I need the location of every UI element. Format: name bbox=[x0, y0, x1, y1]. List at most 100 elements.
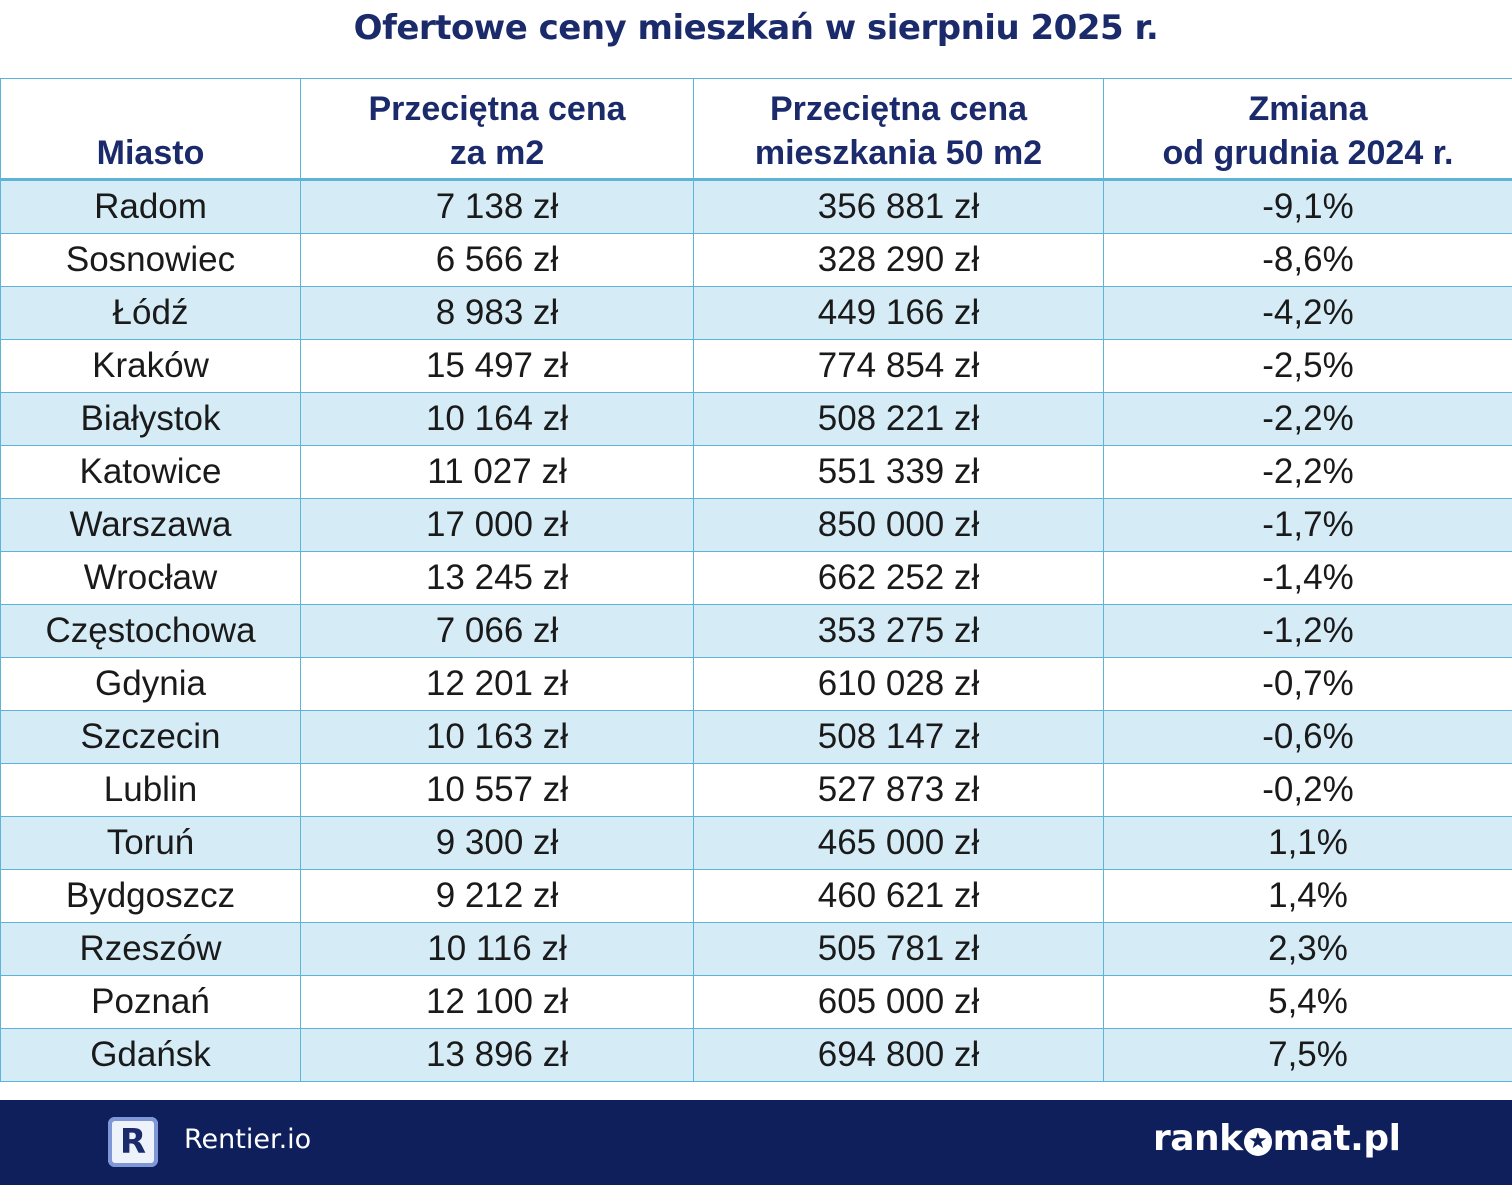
change-cell: -2,5% bbox=[1103, 339, 1512, 393]
city-cell: Białystok bbox=[0, 392, 301, 446]
rentier-brand: Rentier.io bbox=[184, 1124, 312, 1155]
price-per-m2-cell: 13 896 zł bbox=[300, 1028, 694, 1082]
column-header-line2: od grudnia 2024 r. bbox=[1162, 134, 1454, 172]
table-row: Bydgoszcz 9 212 zł 460 621 zł 1,4% bbox=[0, 869, 1512, 923]
city-cell: Warszawa bbox=[0, 498, 301, 552]
column-header-line2: mieszkania 50 m2 bbox=[754, 134, 1043, 172]
price-per-m2-cell: 15 497 zł bbox=[300, 339, 694, 393]
column-header-line1: Zmiana bbox=[1248, 90, 1368, 128]
change-cell: -2,2% bbox=[1103, 392, 1512, 446]
table-row: Kraków 15 497 zł 774 854 zł -2,5% bbox=[0, 339, 1512, 393]
city-cell: Rzeszów bbox=[0, 922, 301, 976]
change-cell: -8,6% bbox=[1103, 233, 1512, 287]
price-50m2-cell: 508 147 zł bbox=[693, 710, 1104, 764]
table-row: Białystok 10 164 zł 508 221 zł -2,2% bbox=[0, 392, 1512, 446]
city-cell: Sosnowiec bbox=[0, 233, 301, 287]
city-cell: Kraków bbox=[0, 339, 301, 393]
price-50m2-cell: 328 290 zł bbox=[693, 233, 1104, 287]
change-cell: -0,7% bbox=[1103, 657, 1512, 711]
change-cell: 2,3% bbox=[1103, 922, 1512, 976]
change-cell: -2,2% bbox=[1103, 445, 1512, 499]
price-50m2-cell: 774 854 zł bbox=[693, 339, 1104, 393]
column-header: Przeciętna cena za m2 bbox=[300, 78, 694, 181]
table-header: Miasto Przeciętna cena za m2 Przeciętna cen… bbox=[0, 78, 1512, 181]
table-row: Szczecin 10 163 zł 508 147 zł -0,6% bbox=[0, 710, 1512, 764]
price-per-m2-cell: 6 566 zł bbox=[300, 233, 694, 287]
column-header-line1: Przeciętna cena bbox=[368, 90, 626, 128]
city-cell: Radom bbox=[0, 179, 301, 234]
price-50m2-cell: 610 028 zł bbox=[693, 657, 1104, 711]
price-per-m2-cell: 7 066 zł bbox=[300, 604, 694, 658]
city-cell: Gdynia bbox=[0, 657, 301, 711]
city-cell: Szczecin bbox=[0, 710, 301, 764]
page-title: Ofertowe ceny mieszkań w sierpniu 2025 r… bbox=[353, 8, 1159, 48]
price-table: Miasto Przeciętna cena za m2 Przeciętna cen… bbox=[0, 78, 1512, 1082]
table-row: Gdynia 12 201 zł 610 028 zł -0,7% bbox=[0, 657, 1512, 711]
price-per-m2-cell: 17 000 zł bbox=[300, 498, 694, 552]
rankomat-suffix: mat.pl bbox=[1272, 1118, 1401, 1159]
price-50m2-cell: 694 800 zł bbox=[693, 1028, 1104, 1082]
price-50m2-cell: 551 339 zł bbox=[693, 445, 1104, 499]
table-row: Gdańsk 13 896 zł 694 800 zł 7,5% bbox=[0, 1028, 1512, 1082]
table-row: Wrocław 13 245 zł 662 252 zł -1,4% bbox=[0, 551, 1512, 605]
price-50m2-cell: 508 221 zł bbox=[693, 392, 1104, 446]
city-cell: Łódź bbox=[0, 286, 301, 340]
column-header-line1: Przeciętna cena bbox=[769, 90, 1028, 128]
table-row: Częstochowa 7 066 zł 353 275 zł -1,2% bbox=[0, 604, 1512, 658]
column-header-line2: za m2 bbox=[449, 134, 545, 172]
change-cell: 1,1% bbox=[1103, 816, 1512, 870]
price-50m2-cell: 527 873 zł bbox=[693, 763, 1104, 817]
price-per-m2-cell: 9 300 zł bbox=[300, 816, 694, 870]
table-row: Sosnowiec 6 566 zł 328 290 zł -8,6% bbox=[0, 233, 1512, 287]
table-row: Radom 7 138 zł 356 881 zł -9,1% bbox=[0, 179, 1512, 234]
change-cell: -9,1% bbox=[1103, 179, 1512, 234]
rankomat-logo: rank ★ mat.pl bbox=[1153, 1118, 1401, 1159]
price-per-m2-cell: 8 983 zł bbox=[300, 286, 694, 340]
price-per-m2-cell: 7 138 zł bbox=[300, 179, 694, 234]
change-cell: 1,4% bbox=[1103, 869, 1512, 923]
price-50m2-cell: 353 275 zł bbox=[693, 604, 1104, 658]
change-cell: -1,4% bbox=[1103, 551, 1512, 605]
price-50m2-cell: 460 621 zł bbox=[693, 869, 1104, 923]
city-cell: Gdańsk bbox=[0, 1028, 301, 1082]
city-cell: Toruń bbox=[0, 816, 301, 870]
price-50m2-cell: 662 252 zł bbox=[693, 551, 1104, 605]
price-per-m2-cell: 12 100 zł bbox=[300, 975, 694, 1029]
column-header: Miasto bbox=[0, 78, 301, 181]
price-per-m2-cell: 12 201 zł bbox=[300, 657, 694, 711]
change-cell: 5,4% bbox=[1103, 975, 1512, 1029]
table-row: Katowice 11 027 zł 551 339 zł -2,2% bbox=[0, 445, 1512, 499]
change-cell: -0,6% bbox=[1103, 710, 1512, 764]
column-header-line2: Miasto bbox=[96, 134, 205, 172]
change-cell: -4,2% bbox=[1103, 286, 1512, 340]
rankomat-prefix: rank bbox=[1153, 1118, 1243, 1159]
city-cell: Katowice bbox=[0, 445, 301, 499]
footer-bar: R Rentier.io rank ★ mat.pl bbox=[0, 1100, 1512, 1185]
city-cell: Bydgoszcz bbox=[0, 869, 301, 923]
star-icon: ★ bbox=[1243, 1128, 1272, 1156]
city-cell: Wrocław bbox=[0, 551, 301, 605]
price-50m2-cell: 850 000 zł bbox=[693, 498, 1104, 552]
column-header: Zmiana od grudnia 2024 r. bbox=[1103, 78, 1512, 181]
city-cell: Częstochowa bbox=[0, 604, 301, 658]
table-row: Łódź 8 983 zł 449 166 zł -4,2% bbox=[0, 286, 1512, 340]
price-50m2-cell: 356 881 zł bbox=[693, 179, 1104, 234]
city-cell: Lublin bbox=[0, 763, 301, 817]
price-per-m2-cell: 11 027 zł bbox=[300, 445, 694, 499]
header-row: Miasto Przeciętna cena za m2 Przeciętna cen… bbox=[0, 78, 1512, 181]
change-cell: -1,7% bbox=[1103, 498, 1512, 552]
price-50m2-cell: 605 000 zł bbox=[693, 975, 1104, 1029]
table-row: Warszawa 17 000 zł 850 000 zł -1,7% bbox=[0, 498, 1512, 552]
table-row: Poznań 12 100 zł 605 000 zł 5,4% bbox=[0, 975, 1512, 1029]
price-50m2-cell: 465 000 zł bbox=[693, 816, 1104, 870]
price-per-m2-cell: 13 245 zł bbox=[300, 551, 694, 605]
table-body: Radom 7 138 zł 356 881 zł -9,1% Sosnowiec 6 5… bbox=[0, 179, 1512, 1082]
price-per-m2-cell: 10 557 zł bbox=[300, 763, 694, 817]
column-header: Przeciętna cena mieszkania 50 m2 bbox=[693, 78, 1104, 181]
rentier-logo-icon: R bbox=[108, 1117, 158, 1167]
price-50m2-cell: 449 166 zł bbox=[693, 286, 1104, 340]
table-row: Toruń 9 300 zł 465 000 zł 1,1% bbox=[0, 816, 1512, 870]
price-per-m2-cell: 10 163 zł bbox=[300, 710, 694, 764]
change-cell: 7,5% bbox=[1103, 1028, 1512, 1082]
change-cell: -1,2% bbox=[1103, 604, 1512, 658]
